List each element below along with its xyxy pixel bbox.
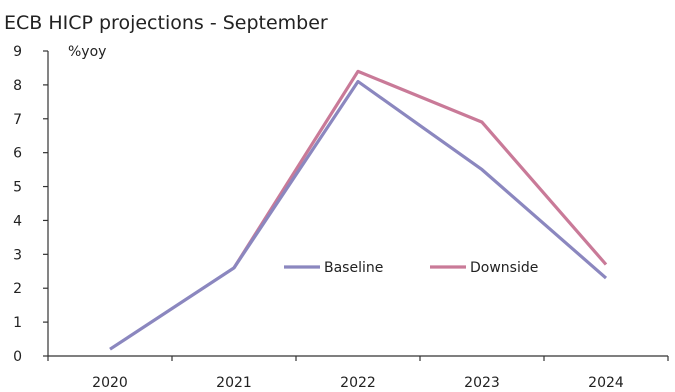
y-tick-label: 9 xyxy=(13,44,22,60)
x-tick-label: 2020 xyxy=(92,375,128,391)
series-group xyxy=(109,69,608,351)
y-tick-label: 2 xyxy=(13,281,22,297)
y-tick-label: 5 xyxy=(13,180,22,196)
y-tick-label: 4 xyxy=(13,213,22,229)
x-tick-label: 2024 xyxy=(588,375,624,391)
y-tick-label: 0 xyxy=(13,349,22,365)
series-line-downside xyxy=(232,69,608,269)
chart-title: ECB HICP projections - September xyxy=(4,12,328,34)
x-tick-label: 2022 xyxy=(340,375,376,391)
series-line-baseline xyxy=(109,79,608,351)
legend: Baseline Downside xyxy=(284,260,538,276)
y-tick-label: 3 xyxy=(13,247,22,263)
y-tick-label: 1 xyxy=(13,315,22,331)
y-tick-label: 8 xyxy=(13,78,22,94)
x-tick-label: 2023 xyxy=(464,375,500,391)
x-tick-label: 2021 xyxy=(216,375,252,391)
axes xyxy=(47,51,668,357)
legend-label-baseline: Baseline xyxy=(324,260,383,276)
legend-label-downside: Downside xyxy=(470,260,538,276)
y-tick-label: 6 xyxy=(13,146,22,162)
y-ticks: 0 1 2 3 4 5 6 7 8 9 xyxy=(13,44,48,365)
x-ticks: 2020 2021 2022 2023 2024 xyxy=(47,356,669,391)
y-unit-label: %yoy xyxy=(68,44,106,60)
y-tick-label: 7 xyxy=(13,112,22,128)
